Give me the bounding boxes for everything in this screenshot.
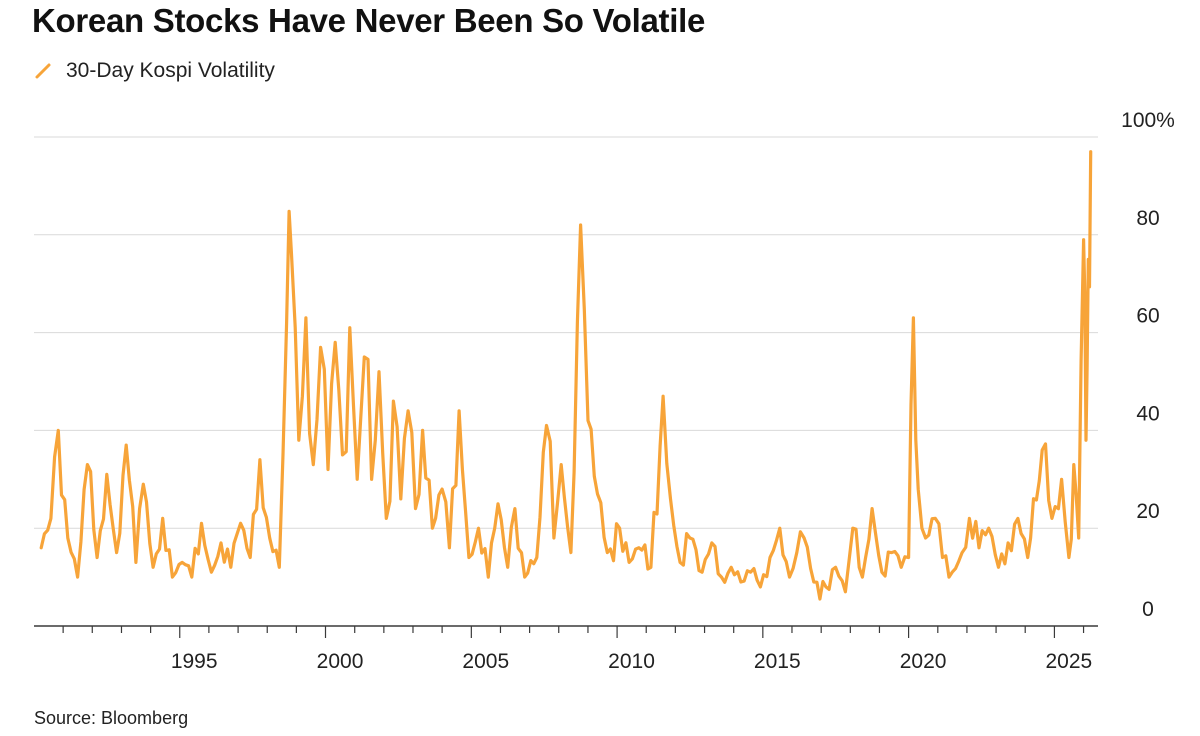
x-tick-label: 2000	[317, 650, 364, 673]
x-tick-label: 2005	[462, 650, 509, 673]
chart-title: Korean Stocks Have Never Been So Volatil…	[32, 2, 706, 39]
y-tick-label: 0	[1142, 598, 1154, 621]
x-tick-label: 2015	[754, 650, 801, 673]
legend-series-label: 30-Day Kospi Volatility	[66, 59, 275, 82]
source-note: Source: Bloomberg	[34, 708, 189, 728]
y-tick-label: 40	[1136, 402, 1159, 425]
x-tick-label: 1995	[171, 650, 218, 673]
y-tick-label: 20	[1136, 500, 1159, 523]
y-tick-label: 60	[1136, 305, 1159, 328]
legend-line-swatch-icon	[35, 63, 51, 79]
chart-legend: 30-Day Kospi Volatility	[34, 54, 275, 88]
y-tick-label: 80	[1136, 207, 1159, 230]
series-line	[39, 150, 1093, 601]
x-tick-label: 2020	[900, 650, 947, 673]
x-tick-label: 2025	[1046, 650, 1093, 673]
x-tick-label: 2010	[608, 650, 655, 673]
y-tick-label: 100%	[1121, 109, 1175, 132]
